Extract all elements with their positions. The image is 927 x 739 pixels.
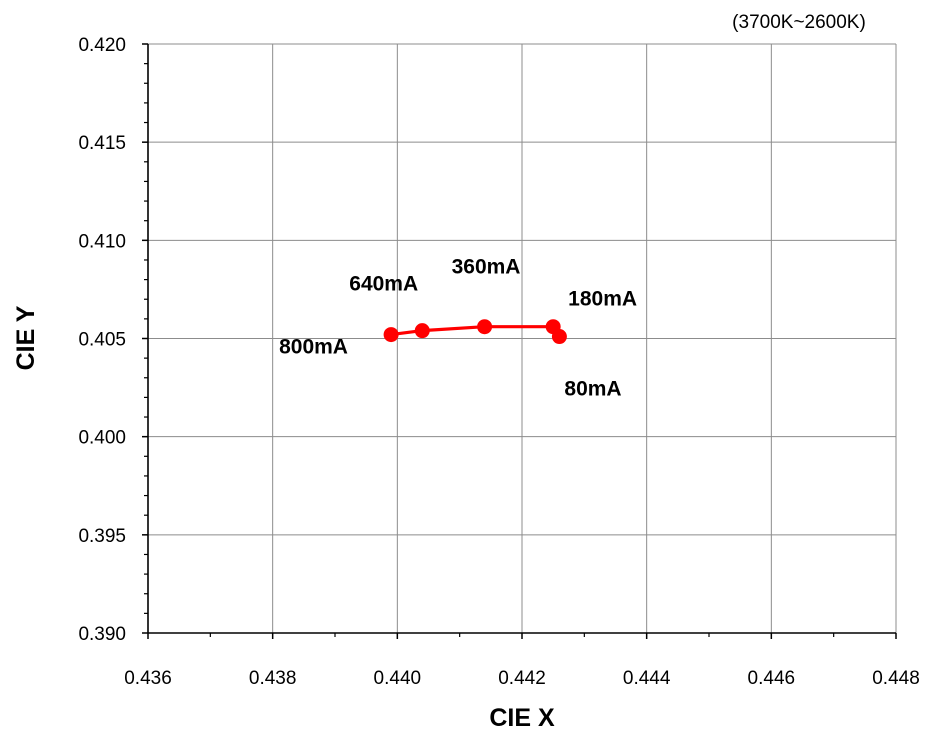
point-label: 800mA xyxy=(279,336,348,359)
y-tick-label: 0.415 xyxy=(78,133,126,154)
y-tick-labels: 0.390 0.395 0.400 0.405 0.410 0.415 0.420 xyxy=(78,35,126,645)
y-tick-label: 0.390 xyxy=(78,624,126,645)
y-tick-label: 0.405 xyxy=(78,330,126,351)
point-label: 80mA xyxy=(564,378,621,401)
chart-subtitle: (3700K~2600K) xyxy=(732,12,866,33)
data-point xyxy=(414,323,430,339)
y-axis-title: CIE Y xyxy=(12,305,40,370)
x-tick-label: 0.448 xyxy=(872,668,920,689)
y-tick-label: 0.395 xyxy=(78,526,126,547)
data-point xyxy=(477,319,493,335)
point-label: 180mA xyxy=(568,288,637,311)
y-tick-label: 0.420 xyxy=(78,35,126,56)
x-tick-label: 0.436 xyxy=(124,668,172,689)
data-point xyxy=(551,329,567,345)
axes xyxy=(142,43,897,639)
series xyxy=(383,319,567,345)
x-tick-label: 0.444 xyxy=(623,668,671,689)
y-tick-label: 0.410 xyxy=(78,231,126,252)
x-tick-label: 0.440 xyxy=(374,668,422,689)
point-labels: 800mA 640mA 360mA 180mA 80mA xyxy=(279,256,637,401)
x-tick-label: 0.442 xyxy=(498,668,546,689)
minor-ticks xyxy=(144,63,835,637)
point-label: 640mA xyxy=(349,273,418,296)
x-tick-label: 0.446 xyxy=(748,668,796,689)
x-axis-title: CIE X xyxy=(489,704,555,732)
y-tick-label: 0.400 xyxy=(78,428,126,449)
point-label: 360mA xyxy=(452,256,521,279)
grid-lines xyxy=(148,43,897,633)
x-tick-labels: 0.436 0.438 0.440 0.442 0.444 0.446 0.448 xyxy=(124,668,920,689)
data-point xyxy=(383,327,399,343)
x-tick-label: 0.438 xyxy=(249,668,297,689)
